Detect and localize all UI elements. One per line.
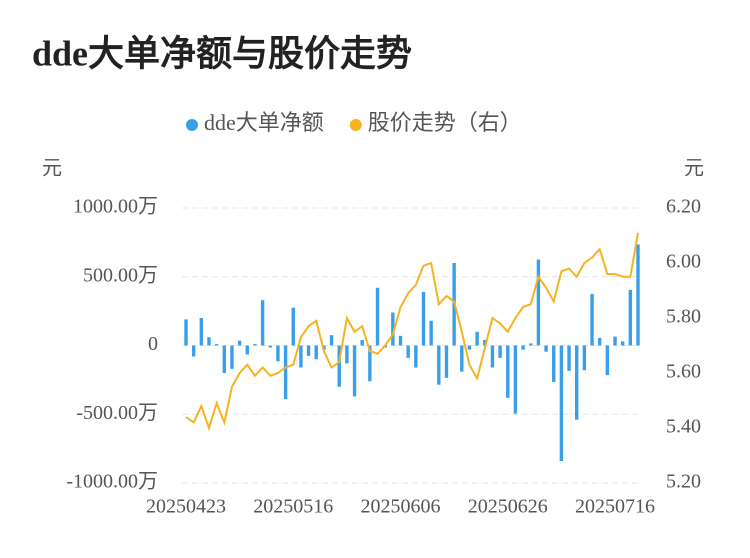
legend-marker <box>349 119 362 131</box>
legend-label: dde大单净额 <box>204 110 324 135</box>
chart-title: dde大单净额与股价走势 <box>32 33 412 73</box>
bar <box>552 345 556 382</box>
bar <box>521 345 525 350</box>
bar <box>460 345 464 372</box>
bar <box>245 345 249 355</box>
bar <box>230 345 234 369</box>
bar <box>483 340 487 346</box>
bar <box>628 289 633 346</box>
x-tick-label: 20250626 <box>468 496 548 518</box>
bar <box>421 291 426 346</box>
y-tick-label: 1000.00万 <box>73 196 158 218</box>
bar <box>467 345 472 350</box>
bar <box>613 336 617 346</box>
bar <box>636 244 640 346</box>
bar <box>567 345 571 371</box>
bar <box>260 300 265 346</box>
bar <box>237 340 242 346</box>
y-tick-label: 500.00万 <box>83 264 158 286</box>
bar <box>398 335 403 346</box>
price-line <box>185 232 639 432</box>
y2-tick-label: 5.80 <box>666 306 701 328</box>
bar <box>268 345 272 348</box>
bar <box>368 345 372 382</box>
bar <box>513 345 518 414</box>
bar <box>582 345 587 371</box>
bar <box>444 345 449 378</box>
y-tick-label: -1000.00万 <box>66 471 158 493</box>
bar <box>276 345 280 362</box>
bar <box>475 331 479 346</box>
y2-tick-label: 6.00 <box>666 251 701 273</box>
bar <box>437 345 441 385</box>
legend-label: 股价走势（右） <box>368 110 522 135</box>
bar <box>414 345 418 368</box>
y2-tick-label: 5.40 <box>666 416 701 438</box>
bar <box>191 345 196 357</box>
bar <box>291 307 295 346</box>
bar <box>207 337 211 346</box>
bar <box>253 344 257 346</box>
bar <box>605 345 610 376</box>
bar <box>329 335 334 346</box>
y2-tick-label: 5.60 <box>666 361 701 383</box>
y-tick-label: 0 <box>148 333 158 355</box>
bar <box>506 345 510 398</box>
bar <box>345 345 349 364</box>
bar <box>314 345 318 360</box>
bar <box>490 345 495 368</box>
y2-tick-label: 5.20 <box>666 471 701 493</box>
bar <box>406 345 410 358</box>
bar <box>529 343 533 346</box>
bar <box>222 345 227 373</box>
bar <box>214 344 219 346</box>
bar <box>597 337 602 346</box>
bar <box>299 345 303 368</box>
y2-tick-label: 6.20 <box>666 196 701 218</box>
x-tick-label: 20250516 <box>253 496 333 518</box>
bar <box>360 340 364 346</box>
bar <box>498 345 502 358</box>
bar <box>283 345 288 400</box>
bar <box>590 293 594 346</box>
bar <box>375 287 380 346</box>
bar <box>536 259 541 346</box>
bar <box>391 312 395 346</box>
legend-marker <box>186 119 198 131</box>
bar <box>199 318 204 346</box>
bar <box>306 345 311 356</box>
bar <box>559 345 564 461</box>
x-tick-label: 20250606 <box>361 496 441 518</box>
x-tick-label: 20250716 <box>575 496 655 518</box>
bar <box>429 320 433 346</box>
y-axis-label: 元 <box>42 158 62 180</box>
bar <box>352 345 357 397</box>
bar <box>575 345 579 420</box>
bar <box>337 345 341 387</box>
y-tick-label: -500.00万 <box>76 402 158 424</box>
y2-axis-label: 元 <box>684 158 704 180</box>
bar <box>184 319 188 346</box>
bar <box>620 341 625 346</box>
x-tick-label: 20250423 <box>146 496 226 518</box>
bar <box>544 345 548 352</box>
